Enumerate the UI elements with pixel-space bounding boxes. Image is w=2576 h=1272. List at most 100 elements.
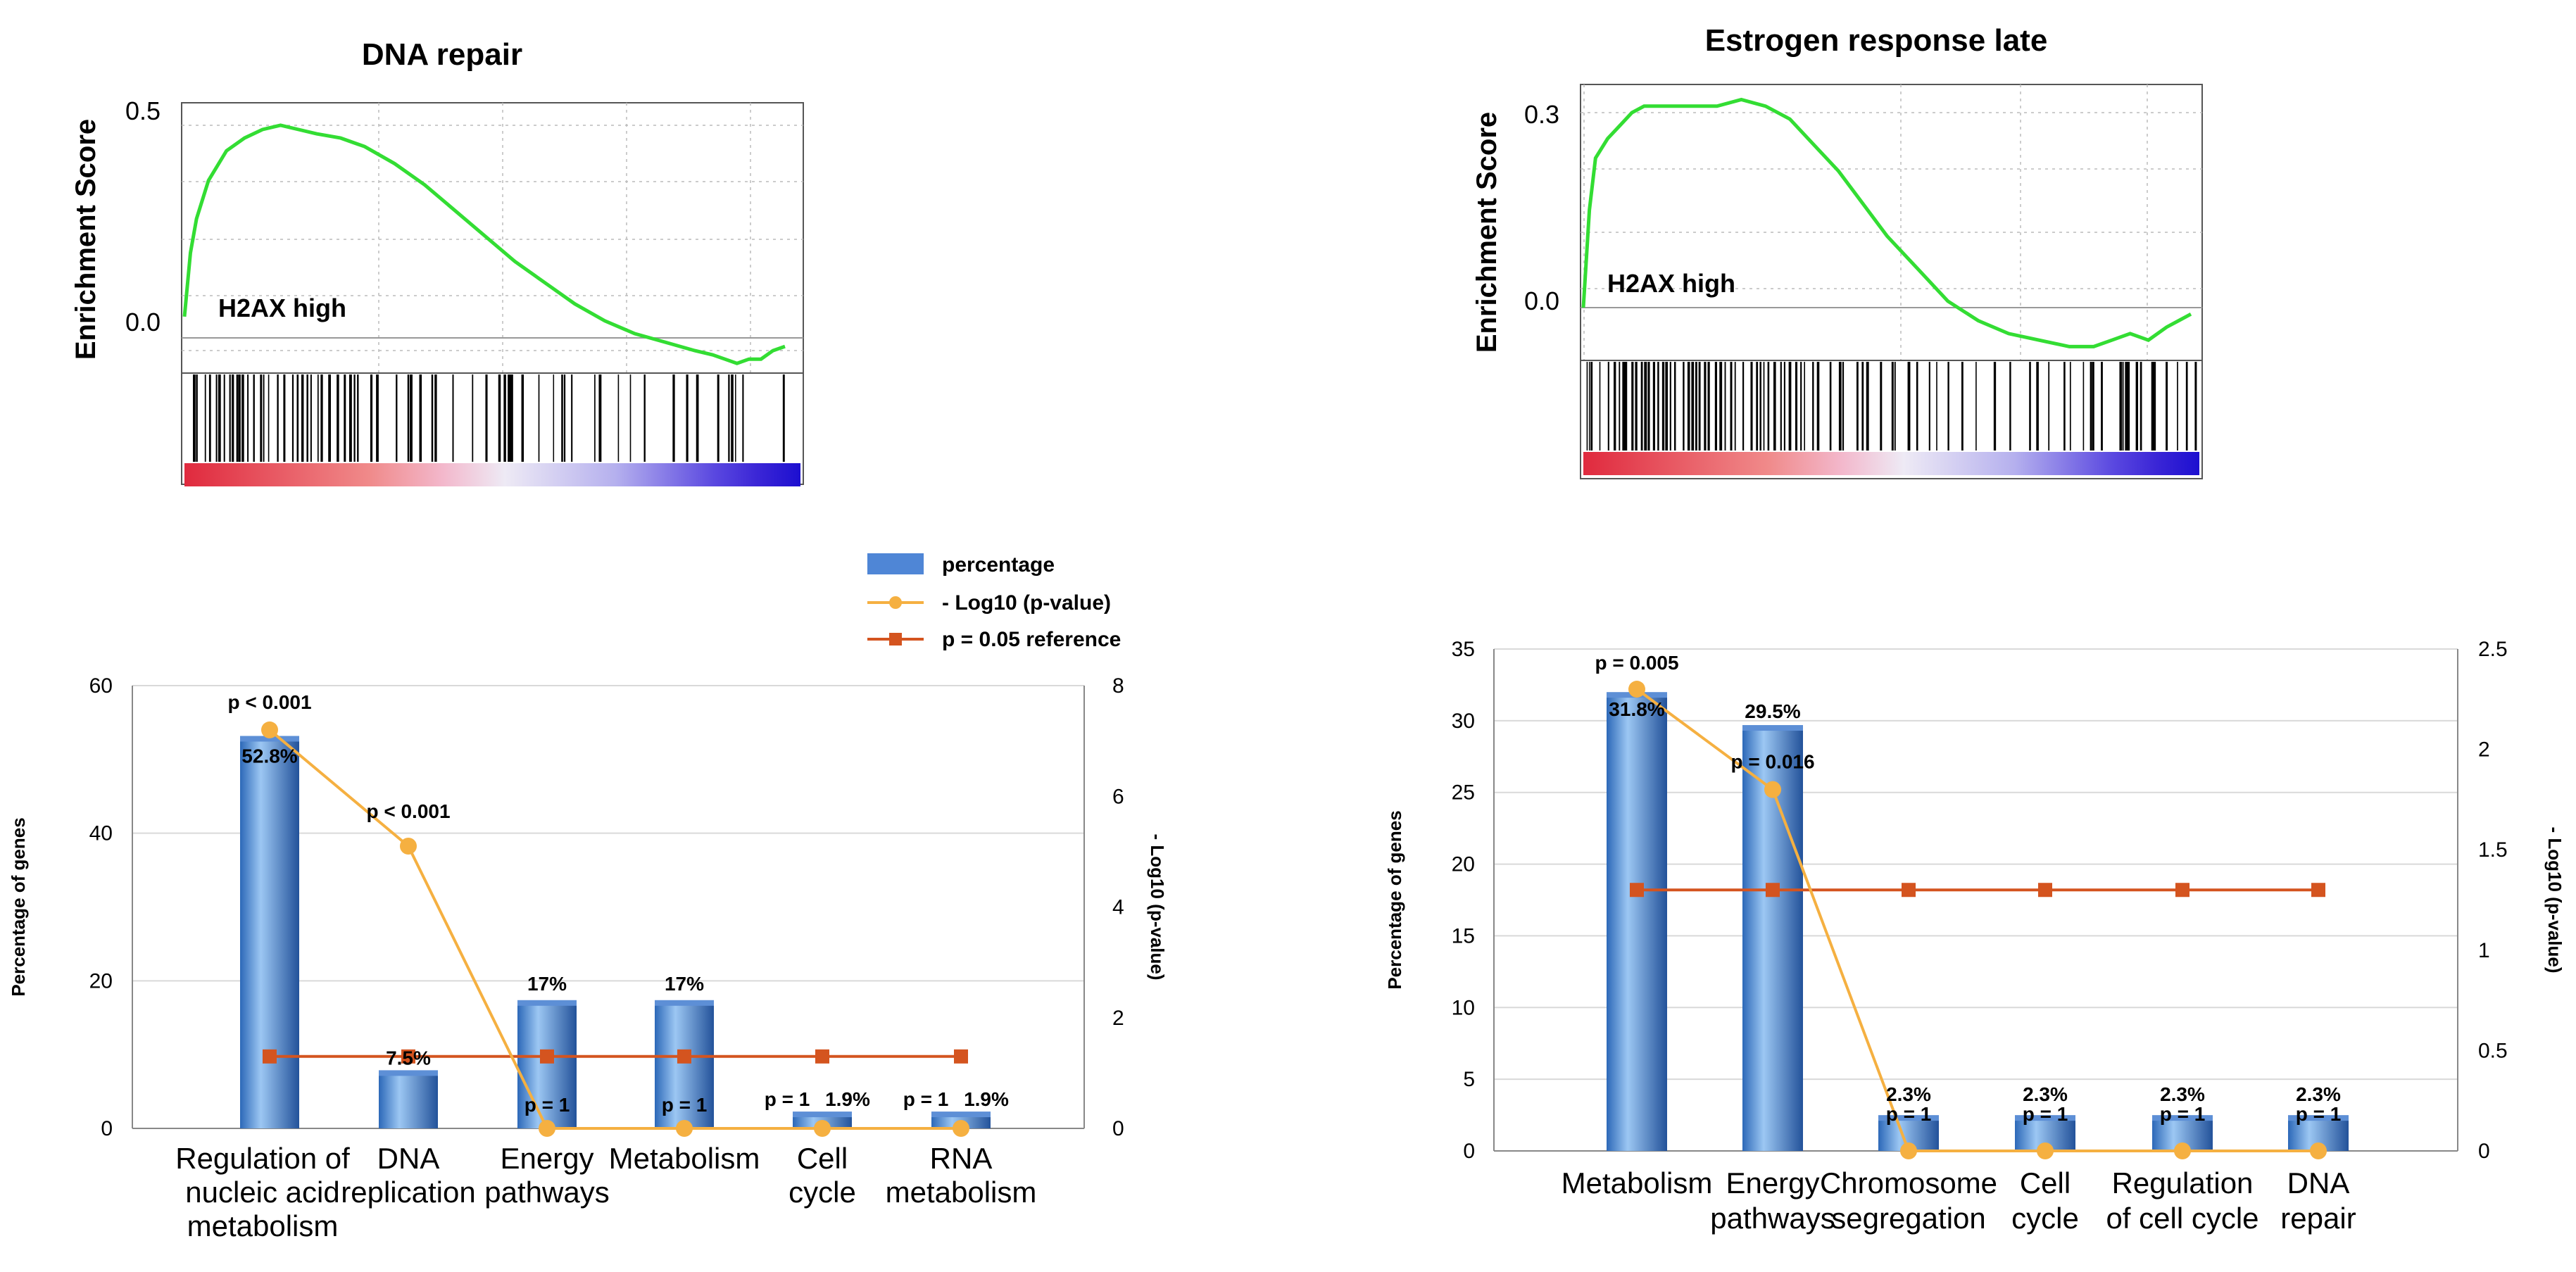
bar-cap xyxy=(517,1000,577,1006)
gsea-y-tick: 0.3 xyxy=(1524,100,1559,129)
y-axis-tick-label: 30 xyxy=(1452,710,1475,733)
reference-marker xyxy=(263,1049,277,1064)
category-label: nucleic acid xyxy=(185,1176,339,1209)
reference-marker xyxy=(2311,883,2325,898)
pvalue-marker xyxy=(2174,1142,2191,1159)
gsea-y-tick: 0.0 xyxy=(125,308,161,336)
bar-cap xyxy=(931,1112,991,1118)
gsea-title: DNA repair xyxy=(362,37,522,72)
bar xyxy=(240,738,299,1128)
pvalue-marker xyxy=(953,1120,969,1137)
bar xyxy=(379,1073,438,1128)
bar-cap xyxy=(1742,725,1803,731)
bar-cap xyxy=(240,736,299,742)
y-axis-tick-label: 25 xyxy=(1452,781,1475,805)
pvalue-marker xyxy=(676,1120,693,1137)
gsea-annotation: H2AX high xyxy=(1607,269,1735,298)
category-label: Cell xyxy=(797,1142,848,1175)
legend-label-percentage: percentage xyxy=(942,553,1055,577)
y-axis-tick-label: 0 xyxy=(1463,1140,1475,1163)
y2-axis-tick-label: 2 xyxy=(2478,738,2490,762)
bar xyxy=(1742,728,1803,1151)
category-label: Regulation xyxy=(2112,1166,2254,1199)
category-label: cycle xyxy=(788,1176,856,1209)
legend-marker-reference xyxy=(889,633,902,646)
legend-swatch-percentage xyxy=(867,553,924,574)
bar-chart-go-terms-estrogen-response: 0 5 10 15 20 25 30 35 0 0.5 1 1.5 2 2.5 Percentage of … xyxy=(1384,638,2565,1235)
pvalue-marker xyxy=(1900,1142,1917,1159)
y-axis-tick-label: 20 xyxy=(89,969,113,993)
gsea-panel-dna-repair: DNA repair Enrichment Score 0.5 0.0 H2AX… xyxy=(70,37,804,486)
bar xyxy=(517,1002,577,1128)
pvalue-marker xyxy=(2037,1142,2054,1159)
bar-cap xyxy=(1878,1115,1939,1121)
y-axis-tick-label: 5 xyxy=(1463,1068,1475,1091)
gene-hit-barcode xyxy=(192,374,785,462)
y-axis-tick-label: 40 xyxy=(89,822,113,845)
category-label: metabolism xyxy=(187,1209,339,1242)
pvalue-data-label: p = 0.005 xyxy=(1595,652,1678,674)
category-label: pathways xyxy=(1710,1202,1835,1235)
y2-axis-tick-label: 6 xyxy=(1112,785,1124,808)
y2-axis-title: - Log10 (p-value) xyxy=(1147,833,1168,980)
bar-data-label: 31.8% xyxy=(1609,698,1664,720)
gsea-y-tick: 0.0 xyxy=(1524,286,1559,315)
pvalue-data-label: p = 1 xyxy=(1886,1103,1932,1125)
y-axis-tick-label: 15 xyxy=(1452,924,1475,947)
category-label: Cell xyxy=(2020,1166,2071,1199)
ranked-list-heatmap xyxy=(184,463,800,486)
y2-axis-tick-label: 0.5 xyxy=(2478,1039,2508,1062)
pvalue-data-label: p = 1 xyxy=(662,1094,708,1116)
gsea-title: Estrogen response late xyxy=(1705,23,2048,58)
y2-axis-tick-label: 1.5 xyxy=(2478,838,2508,862)
bar-chart-go-terms-dna-repair: 0 20 40 60 0 2 4 6 8 Percentage of genes - Log10 (… xyxy=(8,674,1168,1242)
enrichment-score-line xyxy=(182,123,786,365)
bar-data-label: 2.3% xyxy=(2160,1083,2205,1105)
category-label: of cell cycle xyxy=(2106,1202,2258,1235)
gsea-y-tick: 0.5 xyxy=(125,96,161,125)
bar-data-label: 2.3% xyxy=(2296,1083,2341,1105)
bar-data-label: 1.9% xyxy=(825,1088,870,1110)
reference-marker xyxy=(1766,883,1780,898)
pvalue-data-label: p = 0.016 xyxy=(1730,751,1814,773)
gene-hit-barcode xyxy=(1586,362,2197,451)
reference-marker xyxy=(540,1049,554,1064)
bar-data-label: 7.5% xyxy=(386,1047,431,1069)
pvalue-marker xyxy=(1628,681,1645,698)
gsea-annotation: H2AX high xyxy=(218,294,346,322)
y-axis-tick-label: 60 xyxy=(89,674,113,698)
category-label: Energy xyxy=(500,1142,593,1175)
category-label: pathways xyxy=(484,1176,609,1209)
bar-cap xyxy=(793,1112,852,1118)
bar-cap xyxy=(379,1070,438,1076)
reference-marker xyxy=(815,1049,829,1064)
reference-marker xyxy=(2175,883,2189,898)
enrichment-score-line xyxy=(1581,97,2192,348)
pvalue-marker xyxy=(2310,1142,2327,1159)
pvalue-marker xyxy=(814,1120,831,1137)
y2-axis-tick-label: 0 xyxy=(1112,1117,1124,1140)
bar-data-label: 2.3% xyxy=(1886,1083,1931,1105)
bar xyxy=(655,1002,714,1128)
reference-marker xyxy=(1902,883,1916,898)
legend-label-pvalue: - Log10 (p-value) xyxy=(942,591,1111,615)
category-label: Metabolism xyxy=(1562,1166,1713,1199)
gsea-panel-estrogen-response-late: Estrogen response late Enrichment Score … xyxy=(1471,23,2203,479)
category-label: Chromosome xyxy=(1820,1166,1997,1199)
reference-marker xyxy=(677,1049,691,1064)
pvalue-data-label: p = 1 xyxy=(765,1088,810,1110)
pvalue-data-label: p = 1 xyxy=(2296,1103,2342,1125)
y-axis-tick-label: 20 xyxy=(1452,853,1475,876)
pvalue-marker xyxy=(400,838,417,855)
bar-data-label: 17% xyxy=(665,973,704,995)
pvalue-data-label: p < 0.001 xyxy=(366,800,450,822)
pvalue-data-label: p < 0.001 xyxy=(227,691,311,713)
ranked-list-heatmap xyxy=(1583,452,2199,475)
category-label: Metabolism xyxy=(609,1142,760,1175)
reference-marker xyxy=(954,1049,968,1064)
gsea-grid xyxy=(182,103,803,373)
pvalue-data-label: p = 1 xyxy=(903,1088,949,1110)
gsea-y-axis-title: Enrichment Score xyxy=(70,119,101,360)
legend-label-reference: p = 0.05 reference xyxy=(942,628,1121,651)
